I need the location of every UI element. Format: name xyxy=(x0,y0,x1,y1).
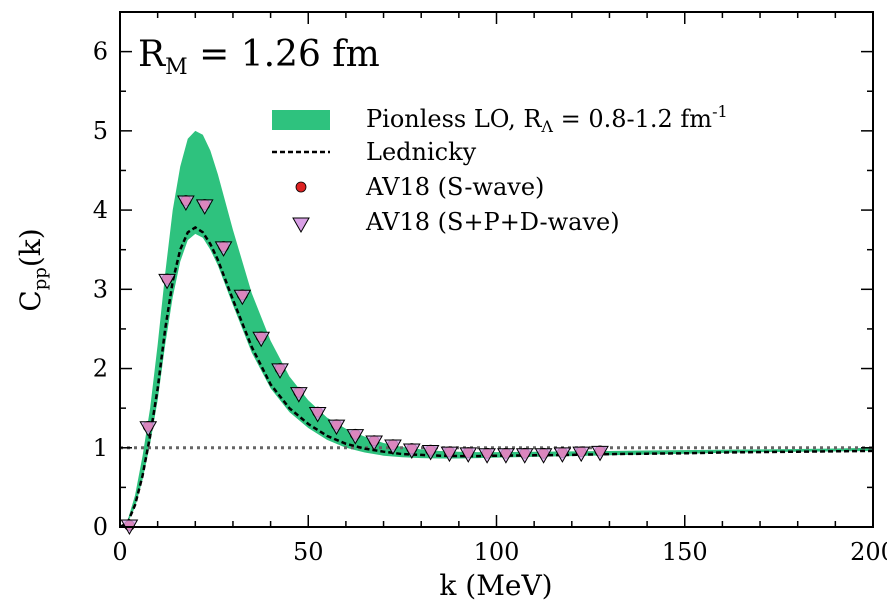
annotation-main: R xyxy=(138,34,166,75)
y-tick-label: 6 xyxy=(93,38,108,66)
x-tick-label: 150 xyxy=(662,538,708,566)
av18-spd-wave-point xyxy=(402,443,421,459)
legend-av18-spd-label: AV18 (S+P+D-wave) xyxy=(365,208,620,236)
y-tick-label: 0 xyxy=(93,513,108,541)
legend-lednicky-label: Lednicky xyxy=(366,138,477,166)
tick-layer: 0 50 100 150 200 0 1 2 3 4 5 6 xyxy=(93,11,887,566)
y-axis-label-main: C xyxy=(14,290,47,311)
av18-spd-wave-point xyxy=(553,447,572,463)
y-axis-label-rest: (k) xyxy=(14,228,47,267)
av18-spd-wave-point xyxy=(214,241,233,257)
av18-spd-wave-point xyxy=(195,199,214,215)
av18-spd-wave-point xyxy=(308,406,327,423)
legend-band-label: Pionless LO, RΛ = 0.8-1.2 fm-1 xyxy=(366,102,728,136)
av18-spd-wave-point xyxy=(252,331,271,348)
x-tick-label: 50 xyxy=(293,538,324,566)
legend-av18-s-marker xyxy=(295,181,307,193)
marker-layer xyxy=(120,195,609,536)
y-tick-label: 3 xyxy=(93,275,108,303)
av18-spd-wave-point xyxy=(327,419,346,436)
lednicky-layer xyxy=(119,226,874,529)
av18-spd-wave-point xyxy=(534,448,553,464)
av18-spd-wave-point xyxy=(139,421,158,437)
av18-spd-wave-point xyxy=(515,448,534,464)
legend-av18-spd-marker xyxy=(292,217,310,234)
av18-spd-wave-point xyxy=(440,446,459,463)
y-tick-label: 4 xyxy=(93,196,108,224)
legend-band-swatch xyxy=(272,110,330,130)
annotation-sub: M xyxy=(165,55,188,80)
legend: Pionless LO, RΛ = 0.8-1.2 fm-1 Lednicky … xyxy=(272,102,728,236)
pionless-band xyxy=(120,130,873,527)
av18-spd-wave-point xyxy=(346,429,365,445)
x-tick-label: 100 xyxy=(474,538,520,566)
y-tick-label: 2 xyxy=(93,355,108,383)
av18-spd-wave-point xyxy=(459,447,478,463)
x-axis-label: k (MeV) xyxy=(439,569,552,602)
annotation-text: RM = 1.26 fm xyxy=(138,34,380,80)
av18-spd-wave-point xyxy=(421,445,440,461)
av18-spd-wave-point xyxy=(233,289,252,306)
band-layer xyxy=(120,130,873,527)
av18-spd-wave-point xyxy=(365,435,383,452)
y-tick-label: 5 xyxy=(93,117,108,145)
av18-spd-wave-point xyxy=(478,448,496,464)
annotation-rest: = 1.26 fm xyxy=(188,34,380,75)
av18-spd-wave-point xyxy=(384,439,402,455)
lednicky-line xyxy=(119,226,874,529)
x-tick-label: 0 xyxy=(112,538,127,566)
av18-spd-wave-point xyxy=(177,195,195,211)
av18-spd-wave-point xyxy=(158,273,176,290)
av18-spd-wave-point xyxy=(497,448,515,464)
av18-spd-wave-point xyxy=(271,363,289,379)
av18-spd-wave-point xyxy=(591,445,609,462)
y-axis-label: Cpp(k) xyxy=(14,228,51,311)
av18-spd-wave-point xyxy=(289,387,308,403)
y-tick-label: 1 xyxy=(93,434,108,462)
av18-spd-wave-point xyxy=(572,446,591,463)
legend-av18-s-label: AV18 (S-wave) xyxy=(365,173,544,201)
x-tick-label: 200 xyxy=(850,538,887,566)
y-axis-label-sub: pp xyxy=(30,267,51,290)
